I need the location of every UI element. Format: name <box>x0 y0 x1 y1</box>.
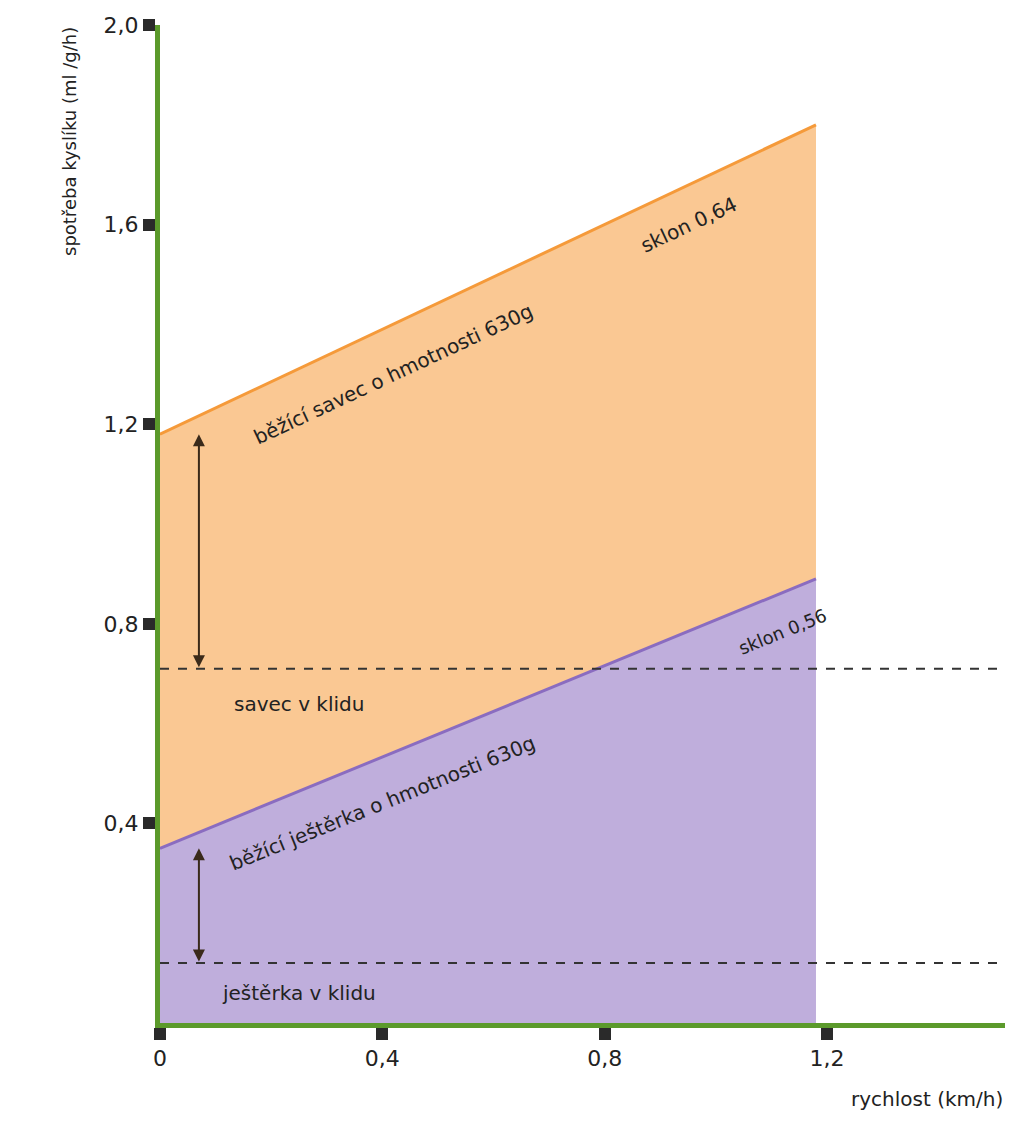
svg-text:běžící ještěrka o hmotnosti 63: běžící ještěrka o hmotnosti 630g <box>226 731 538 876</box>
svg-text:2,0: 2,0 <box>104 13 139 38</box>
svg-text:rychlost (km/h): rychlost (km/h) <box>851 1087 1003 1111</box>
svg-text:sklon 0,64: sklon 0,64 <box>637 192 741 257</box>
svg-text:sklon 0,56: sklon 0,56 <box>736 604 830 658</box>
svg-text:spotřeba kyslíku (ml /g/h): spotřeba kyslíku (ml /g/h) <box>59 27 80 256</box>
svg-text:0: 0 <box>153 1046 167 1071</box>
svg-text:0,4: 0,4 <box>104 811 139 836</box>
svg-text:běžící savec o hmotnosti 630g: běžící savec o hmotnosti 630g <box>250 299 536 450</box>
svg-text:savec v klidu: savec v klidu <box>234 692 364 716</box>
svg-text:0,8: 0,8 <box>587 1046 622 1071</box>
svg-text:1,6: 1,6 <box>104 212 139 237</box>
svg-text:1,2: 1,2 <box>810 1046 845 1071</box>
svg-text:0,4: 0,4 <box>365 1046 400 1071</box>
svg-text:1,2: 1,2 <box>104 412 139 437</box>
svg-text:ještěrka v klidu: ještěrka v klidu <box>222 981 376 1005</box>
svg-text:0,8: 0,8 <box>104 612 139 637</box>
